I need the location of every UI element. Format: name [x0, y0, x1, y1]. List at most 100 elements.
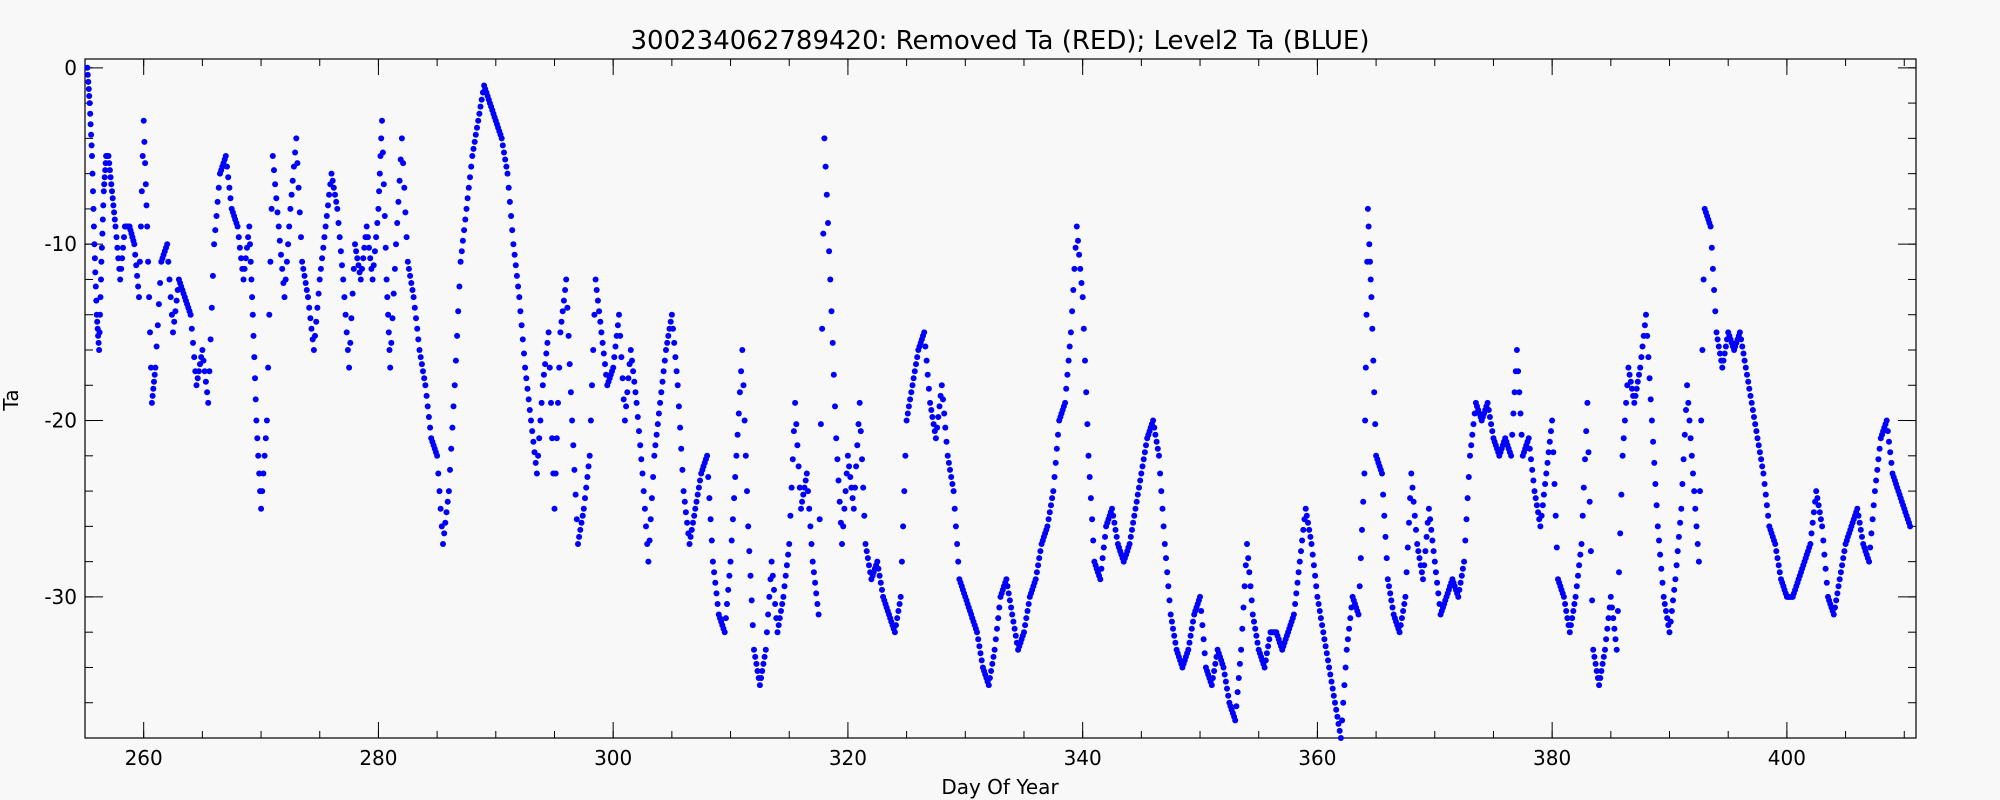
data-point — [625, 375, 632, 382]
data-point — [921, 329, 928, 336]
data-point — [862, 541, 869, 547]
axis-ticks: 260 280 300 320 340 360 380 400 0 -10 -20 -30 — [44, 56, 1916, 770]
data-point — [1127, 533, 1134, 540]
data-point — [1382, 533, 1389, 540]
data-point — [384, 294, 391, 301]
data-point — [1299, 537, 1306, 544]
data-point — [771, 586, 777, 593]
data-point — [528, 417, 534, 424]
data-point — [1344, 636, 1351, 643]
data-point — [451, 382, 458, 389]
data-point — [697, 477, 703, 484]
data-point — [518, 322, 525, 329]
data-point — [1485, 407, 1492, 413]
data-point — [692, 505, 699, 512]
data-point — [1090, 537, 1097, 544]
data-point — [276, 237, 283, 244]
data-point — [1593, 668, 1600, 674]
data-point — [91, 241, 98, 248]
data-point — [986, 675, 993, 681]
data-point — [1658, 565, 1665, 572]
data-point — [665, 332, 672, 339]
data-point — [367, 255, 374, 262]
data-point — [768, 558, 775, 565]
data-point — [1636, 371, 1642, 378]
data-point — [1084, 421, 1091, 428]
data-point — [799, 498, 806, 505]
data-point — [1510, 410, 1517, 417]
data-point — [370, 262, 377, 269]
data-point — [828, 308, 835, 315]
data-point — [353, 248, 360, 255]
data-point — [591, 311, 598, 318]
data-point — [1859, 533, 1865, 540]
data-point — [846, 463, 853, 470]
data-point — [813, 590, 820, 597]
data-point — [1546, 438, 1553, 445]
data-point — [255, 452, 262, 459]
data-point — [1022, 622, 1029, 629]
data-point — [1700, 276, 1707, 283]
data-point — [789, 456, 796, 463]
data-point — [281, 294, 288, 301]
data-point — [673, 368, 680, 375]
data-point — [1457, 579, 1464, 586]
data-point — [1867, 544, 1874, 551]
data-point — [754, 668, 761, 674]
data-point — [1775, 562, 1782, 569]
data-point — [1339, 717, 1346, 724]
data-point — [457, 258, 464, 265]
data-point — [1340, 699, 1347, 706]
data-point — [99, 216, 106, 223]
data-point — [90, 223, 97, 230]
data-point — [1171, 632, 1178, 639]
data-point — [342, 311, 349, 318]
data-point — [443, 509, 450, 516]
data-point — [305, 294, 311, 301]
data-point — [630, 368, 637, 375]
data-point — [1681, 431, 1688, 438]
data-point — [686, 541, 693, 547]
data-point — [400, 160, 407, 167]
data-point — [555, 399, 561, 406]
data-point — [1813, 488, 1820, 495]
data-point — [501, 149, 507, 156]
data-point — [1629, 385, 1635, 392]
data-point — [566, 361, 573, 368]
data-point — [100, 188, 107, 195]
data-point — [523, 375, 530, 382]
data-point — [380, 181, 387, 188]
data-point — [516, 294, 523, 301]
data-point — [333, 198, 340, 205]
data-point — [151, 371, 158, 378]
data-point — [1564, 615, 1571, 622]
data-point — [421, 375, 428, 382]
data-point — [733, 452, 740, 459]
data-point — [1336, 727, 1343, 734]
data-point — [422, 382, 429, 389]
data-point — [1396, 629, 1403, 636]
data-point — [1292, 601, 1299, 607]
data-point — [693, 498, 700, 505]
data-point — [1688, 452, 1695, 459]
data-point — [1234, 689, 1241, 696]
data-point — [675, 403, 682, 410]
data-point — [106, 160, 113, 167]
data-point — [1130, 519, 1137, 526]
data-point — [147, 329, 153, 336]
data-point — [875, 565, 882, 572]
data-point — [1139, 463, 1146, 470]
data-point — [1907, 523, 1914, 530]
data-point — [246, 223, 253, 230]
data-point — [1046, 509, 1053, 516]
data-point — [1323, 650, 1330, 657]
data-point — [1398, 615, 1405, 622]
y-tick-label: -10 — [44, 232, 77, 256]
data-point — [893, 622, 899, 629]
data-point — [1073, 223, 1080, 230]
data-point — [1599, 660, 1606, 667]
data-point — [320, 244, 327, 251]
data-point — [90, 205, 97, 212]
data-point — [945, 459, 952, 466]
data-point — [589, 382, 595, 389]
